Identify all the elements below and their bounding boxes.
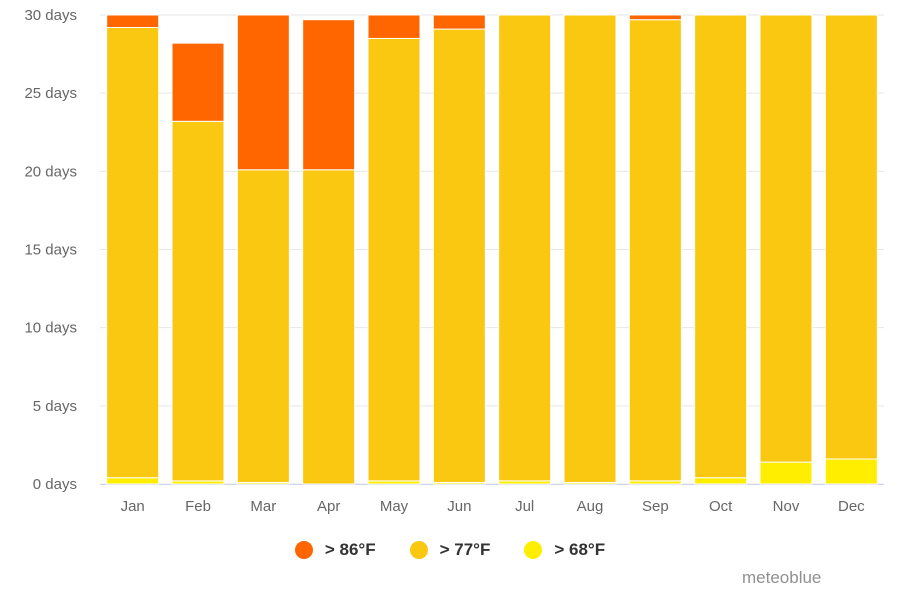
x-tick-label: Mar xyxy=(250,498,276,515)
bar-segment[interactable] xyxy=(432,28,486,483)
x-tick-label: Jun xyxy=(447,498,471,515)
chart-legend: > 86°F > 77°F > 68°F xyxy=(0,540,900,560)
bar-stack-dec[interactable] xyxy=(824,14,878,485)
bar-stack-may[interactable] xyxy=(367,14,421,485)
bar-segment[interactable] xyxy=(432,14,486,30)
meteoblue-credit[interactable]: meteoblue xyxy=(742,568,822,587)
legend-swatch-77f xyxy=(409,541,428,559)
legend-swatch-86f xyxy=(294,541,313,559)
bar-segment[interactable] xyxy=(759,461,813,485)
x-tick-label: Dec xyxy=(838,498,865,515)
bar-segment[interactable] xyxy=(563,14,617,483)
x-tick-label: Sep xyxy=(642,498,669,515)
x-tick-label: Feb xyxy=(185,498,211,515)
bar-segment[interactable] xyxy=(302,19,356,171)
bar-stack-jun[interactable] xyxy=(432,14,486,485)
bar-stack-mar[interactable] xyxy=(236,14,290,485)
legend-label-68f: > 68°F xyxy=(554,540,606,559)
bar-chart: 0 days 5 days 10 days 15 days 20 days 25 days… xyxy=(24,7,884,515)
bar-segment[interactable] xyxy=(694,14,748,479)
x-tick-label: Jan xyxy=(121,498,145,515)
y-tick-label: 30 days xyxy=(24,7,77,24)
x-tick-label: May xyxy=(380,498,409,515)
bar-segment[interactable] xyxy=(694,477,748,485)
y-tick-label: 25 days xyxy=(24,85,77,102)
bar-stack-jan[interactable] xyxy=(106,14,160,485)
x-tick-label: Nov xyxy=(773,498,800,515)
y-tick-label: 20 days xyxy=(24,163,77,180)
bar-segment[interactable] xyxy=(498,14,552,482)
bar-stack-aug[interactable] xyxy=(563,14,617,485)
y-tick-label: 15 days xyxy=(24,242,77,259)
x-tick-label: Aug xyxy=(577,498,604,515)
legend-swatch-68f xyxy=(524,541,543,559)
legend-label-77f: > 77°F xyxy=(439,540,491,559)
bar-segment[interactable] xyxy=(171,120,225,482)
x-tick-label: Apr xyxy=(317,498,340,515)
bar-stack-apr[interactable] xyxy=(302,19,356,485)
bar-segment[interactable] xyxy=(824,14,878,460)
bar-stack-oct[interactable] xyxy=(694,14,748,485)
grid-lines xyxy=(100,14,884,485)
bar-stack-feb[interactable] xyxy=(171,42,225,485)
bar-stack-nov[interactable] xyxy=(759,14,813,485)
bar-segment[interactable] xyxy=(367,37,421,482)
bar-segment[interactable] xyxy=(106,27,160,479)
legend-label-86f: > 86°F xyxy=(324,540,376,559)
bar-segment[interactable] xyxy=(367,14,421,39)
y-tick-label: 0 days xyxy=(33,476,77,493)
bar-segment[interactable] xyxy=(824,458,878,485)
bar-stacks xyxy=(106,14,878,485)
bar-stack-sep[interactable] xyxy=(628,14,682,485)
bar-segment[interactable] xyxy=(236,14,290,171)
bar-segment[interactable] xyxy=(171,42,225,122)
legend-item-68f[interactable]: > 68°F xyxy=(524,540,605,560)
y-tick-label: 10 days xyxy=(24,320,77,337)
bar-segment[interactable] xyxy=(759,14,813,463)
bar-segment[interactable] xyxy=(628,14,682,21)
bar-segment[interactable] xyxy=(628,19,682,482)
x-axis-tick-labels: Jan Feb Mar Apr May Jun Jul Aug Sep Oct Nov Dec xyxy=(121,498,866,515)
legend-item-86f[interactable]: > 86°F xyxy=(294,540,376,560)
x-tick-label: Jul xyxy=(515,498,534,515)
bar-segment[interactable] xyxy=(236,169,290,483)
bar-stack-jul[interactable] xyxy=(498,14,552,485)
x-tick-label: Oct xyxy=(709,498,733,515)
bar-segment[interactable] xyxy=(106,477,160,485)
y-tick-label: 5 days xyxy=(33,398,77,415)
legend-item-77f[interactable]: > 77°F xyxy=(409,540,491,560)
bar-segment[interactable] xyxy=(106,14,160,29)
y-axis-tick-labels: 0 days 5 days 10 days 15 days 20 days 25 days… xyxy=(24,7,77,493)
bar-segment[interactable] xyxy=(302,169,356,485)
